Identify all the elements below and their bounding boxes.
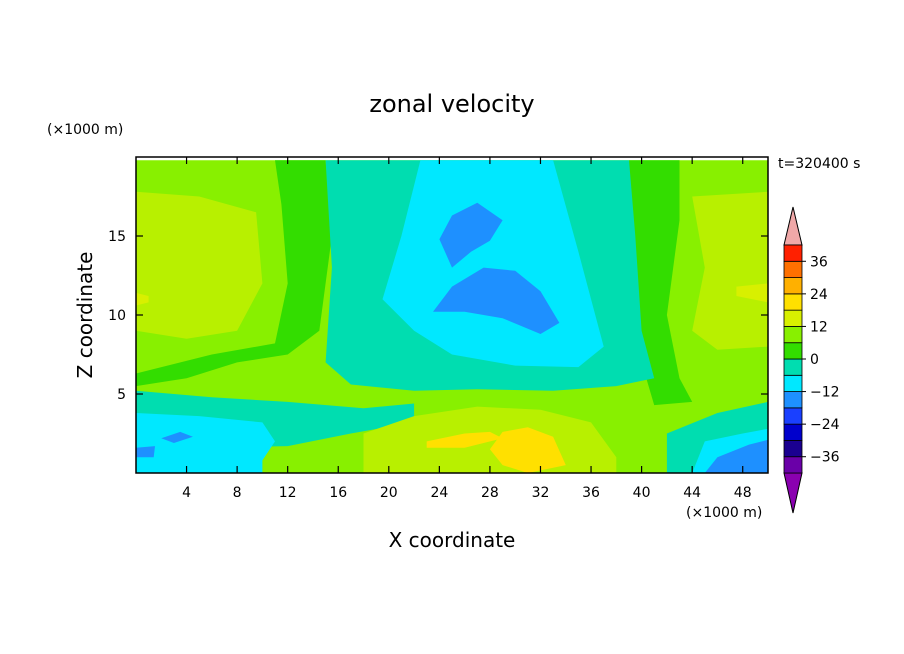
contour-region-7 [439, 202, 503, 268]
colorbar-band [783, 260, 803, 278]
contour-region-18 [704, 439, 768, 473]
colorbar-label: −36 [810, 450, 840, 466]
colorbar-band [783, 342, 803, 360]
y-unit-label: (×1000 m) [47, 122, 123, 138]
x-axis: 4 8 12 16 20 24 28 32 36 40 44 48 [182, 157, 752, 501]
contour-region-3 [136, 160, 332, 387]
x-tick-label: 28 [481, 485, 499, 501]
colorbar-band [783, 440, 803, 458]
colorbar-band [783, 326, 803, 344]
x-tick-label: 20 [380, 485, 398, 501]
x-tick-label: 48 [734, 485, 752, 501]
contour-region-15 [489, 427, 566, 473]
colorbar-band [783, 374, 803, 392]
y-tick-label: 15 [108, 229, 126, 245]
colorbar-label: 24 [810, 287, 828, 303]
colorbar-band [783, 423, 803, 441]
colorbar-label: −24 [810, 417, 840, 433]
colorbar-band [783, 244, 803, 262]
colorbar-under-arrow [783, 472, 803, 514]
colorbar-label: 12 [810, 319, 828, 335]
time-label: t=320400 s [778, 156, 860, 172]
x-tick-label: 24 [430, 485, 448, 501]
x-tick-label: 4 [182, 485, 191, 501]
y-axis-title: Z coordinate [73, 252, 97, 379]
contour-region-2 [692, 191, 768, 350]
contour-region-10 [136, 413, 275, 473]
colorbar-label: 0 [810, 352, 819, 368]
colorbar-label: 36 [810, 254, 828, 270]
x-unit-label: (×1000 m) [686, 505, 762, 521]
colorbar-band [783, 407, 803, 425]
y-axis: 5 10 15 [108, 229, 768, 403]
colorbar-band [783, 277, 803, 295]
x-tick-label: 32 [532, 485, 550, 501]
colorbar-band [783, 309, 803, 327]
x-tick-label: 16 [329, 485, 347, 501]
colorbar-over-arrow [783, 206, 803, 246]
colorbar-label: −12 [810, 385, 840, 401]
contour-regions [136, 160, 768, 473]
contour-region-8 [433, 267, 560, 334]
contour-region-12 [136, 446, 155, 458]
x-tick-label: 12 [279, 485, 297, 501]
colorbar-band [783, 358, 803, 376]
contour-region-11 [161, 431, 193, 443]
x-tick-label: 40 [633, 485, 651, 501]
x-tick-label: 44 [683, 485, 701, 501]
y-tick-label: 10 [108, 308, 126, 324]
colorbar-band [783, 456, 803, 474]
contour-region-19 [736, 283, 768, 303]
chart-title: zonal velocity [369, 90, 534, 118]
x-tick-label: 8 [233, 485, 242, 501]
x-tick-label: 36 [582, 485, 600, 501]
colorbar-band [783, 391, 803, 409]
contour-region-1 [136, 191, 263, 339]
x-axis-title: X coordinate [389, 528, 516, 552]
colorbar: −36 −24 −12 0 12 24 36 [783, 206, 840, 514]
contour-region-20 [136, 292, 149, 306]
contour-region-14 [426, 431, 503, 448]
colorbar-band [783, 293, 803, 311]
y-tick-label: 5 [117, 387, 126, 403]
